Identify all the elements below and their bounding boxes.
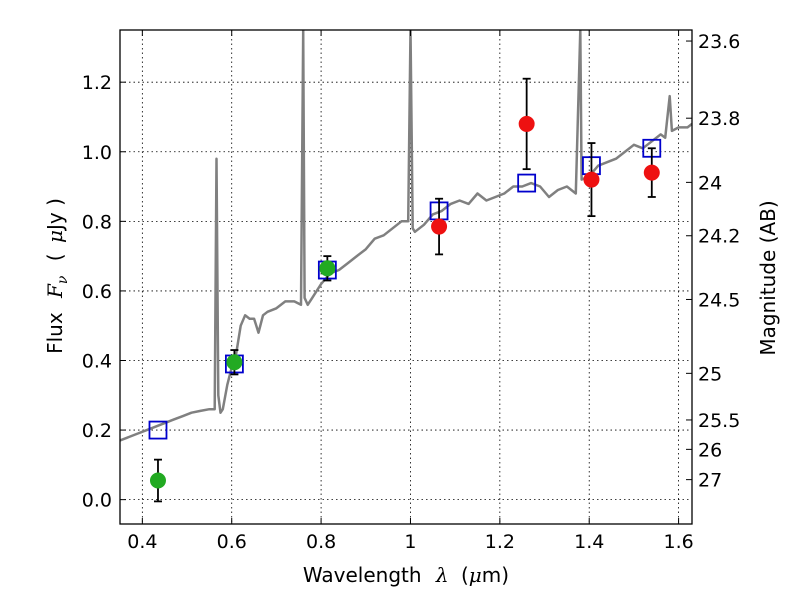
x-tick-label: 1.4	[574, 531, 604, 553]
nir-photometry-point	[518, 115, 535, 132]
y-tick-label: 0.4	[82, 350, 112, 372]
nir-photometry-point	[643, 164, 660, 181]
x-tick-label: 0.8	[306, 531, 336, 553]
plot-area	[120, 30, 692, 503]
y-axis-label-symbol-f: F	[43, 283, 67, 299]
y-axis-label-unit-open: (	[43, 253, 67, 261]
x-axis-label-unit-open: (	[461, 563, 469, 587]
x-axis-label-symbol: λ	[435, 563, 449, 587]
x-axis-label: Wavelength λ (μm)	[303, 563, 509, 587]
y2-axis-label: Magnitude (AB)	[756, 200, 780, 355]
model-photometry-square	[517, 173, 537, 193]
y2-tick-label: 27	[698, 470, 722, 492]
x-axis-label-prefix: Wavelength	[303, 563, 422, 587]
plot-frame	[119, 29, 693, 525]
y-tick-label: 0.8	[82, 211, 112, 233]
y-tick-label: 0.0	[82, 490, 112, 512]
x-tick-label: 0.4	[127, 531, 157, 553]
model-photometry-square	[148, 420, 168, 440]
nir-photometry-point	[583, 171, 600, 188]
y2-tick-label: 25	[698, 363, 722, 385]
y-tick-label: 0.6	[82, 281, 112, 303]
x-tick-label: 1.2	[485, 531, 515, 553]
y2-tick-label: 24	[698, 172, 722, 194]
optical-photometry-point	[149, 472, 166, 489]
grid	[120, 30, 692, 524]
y-axis-label: Flux Fν ( μJy )	[43, 198, 72, 354]
spectrum-line	[120, 30, 692, 442]
nir-photometry-point	[431, 218, 448, 235]
y-tick-label: 1.2	[82, 72, 112, 94]
x-axis-label-unit-rest: m)	[482, 563, 509, 587]
y2-tick-label: 24.5	[698, 289, 740, 311]
y2-tick-label: 23.6	[698, 31, 740, 53]
y2-tick-label: 23.8	[698, 108, 740, 130]
y2-tick-label: 25.5	[698, 410, 740, 432]
y2-tick-label: 26	[698, 439, 722, 461]
axes: 0.4 0.6 0.8 1 1.2 1.4 1.6 0.0 0.2 0.4 0.6 0.8 1.0 1.2…	[82, 29, 740, 553]
y-axis-label-unit-rest: Jy )	[43, 198, 67, 232]
y-tick-label: 1.0	[82, 142, 112, 164]
x-tick-label: 0.6	[217, 531, 247, 553]
x-axis-label-unit-mu: μ	[469, 563, 482, 587]
x-tick-label: 1	[404, 531, 416, 553]
y2-tick-label: 24.2	[698, 226, 740, 248]
y-axis-label-prefix: Flux	[43, 312, 67, 354]
y-tick-label: 0.2	[82, 420, 112, 442]
x-tick-label: 1.6	[663, 531, 693, 553]
optical-photometry-point	[319, 260, 336, 277]
optical-photometry-point	[226, 354, 243, 371]
y-axis-label-unit-mu: μ	[43, 230, 67, 243]
y-axis-label-symbol-nu: ν	[55, 275, 71, 284]
